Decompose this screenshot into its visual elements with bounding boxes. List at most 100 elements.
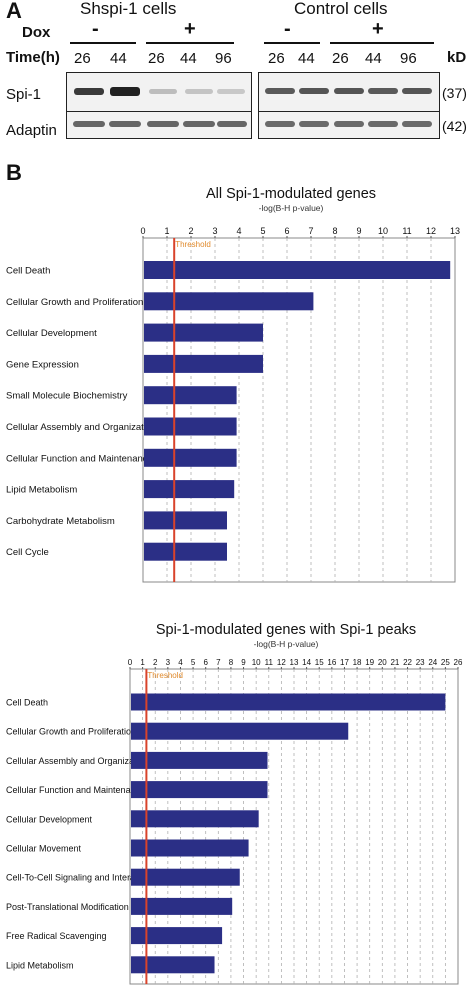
bar xyxy=(131,897,233,915)
band xyxy=(299,88,329,94)
g1-time-4: 44 xyxy=(180,50,197,67)
category-label: Cellular Assembly and Organization xyxy=(6,422,157,433)
bar xyxy=(144,354,263,373)
threshold-label: Threshold xyxy=(147,671,183,680)
category-label: Cellular Function and Maintenance xyxy=(6,453,153,464)
x-tick-label: 8 xyxy=(332,226,337,236)
x-tick-label: 2 xyxy=(153,658,158,667)
x-tick-label: 26 xyxy=(454,658,463,667)
category-label: Cell-To-Cell Signaling and Interaction xyxy=(6,873,154,883)
g2-time-5: 96 xyxy=(400,50,417,67)
bar xyxy=(144,261,451,279)
g1-sign-plus: + xyxy=(184,18,196,40)
band xyxy=(147,121,179,127)
x-tick-label: 13 xyxy=(450,226,460,236)
bar xyxy=(131,868,240,886)
x-tick-label: 25 xyxy=(441,658,450,667)
group2-title: Control cells xyxy=(294,0,388,18)
category-label: Cellular Development xyxy=(6,328,97,339)
x-tick-label: 7 xyxy=(216,658,221,667)
g1-time-1: 26 xyxy=(74,50,91,67)
band xyxy=(74,88,104,95)
g2-minus-underline xyxy=(264,42,320,44)
band xyxy=(217,121,247,127)
dox-label: Dox xyxy=(22,24,51,41)
g2-time-4: 44 xyxy=(365,50,382,67)
band xyxy=(402,121,432,127)
category-label: Lipid Metabolism xyxy=(6,960,74,970)
g1-minus-underline xyxy=(70,42,136,44)
bar xyxy=(144,448,237,467)
bar xyxy=(131,722,349,740)
x-tick-label: 5 xyxy=(260,226,265,236)
bar xyxy=(131,927,223,945)
category-label: Cell Death xyxy=(6,266,50,277)
category-label: Gene Expression xyxy=(6,359,79,370)
category-label: Free Radical Scavenging xyxy=(6,931,107,941)
bar xyxy=(131,839,249,857)
chart-spi1-genes-with-peaks: Spi-1-modulated genes with Spi-1 peaks-l… xyxy=(6,622,463,985)
x-tick-label: 8 xyxy=(229,658,234,667)
x-tick-label: 1 xyxy=(140,658,145,667)
x-tick-label: 7 xyxy=(308,226,313,236)
x-tick-label: 12 xyxy=(277,658,286,667)
x-axis-label: -log(B-H p-value) xyxy=(254,639,319,649)
blot-adaptin-control xyxy=(258,111,440,139)
x-axis-label: -log(B-H p-value) xyxy=(259,203,324,213)
x-tick-label: 12 xyxy=(426,226,436,236)
g2-time-2: 44 xyxy=(298,50,315,67)
g1-time-2: 44 xyxy=(110,50,127,67)
g2-time-3: 26 xyxy=(332,50,349,67)
kd-adaptin: (42) xyxy=(442,118,467,134)
panel-b-label: B xyxy=(6,160,22,185)
bar xyxy=(144,542,227,561)
x-tick-label: 3 xyxy=(166,658,171,667)
band xyxy=(73,121,105,127)
bar xyxy=(131,810,259,828)
band xyxy=(217,89,245,94)
x-tick-label: 10 xyxy=(252,658,261,667)
g2-sign-minus: - xyxy=(284,18,291,40)
chart-title: Spi-1-modulated genes with Spi-1 peaks xyxy=(156,622,416,638)
g1-time-5: 96 xyxy=(215,50,232,67)
category-label: Small Molecule Biochemistry xyxy=(6,391,128,402)
x-tick-label: 24 xyxy=(428,658,437,667)
x-tick-label: 5 xyxy=(191,658,196,667)
x-tick-label: 16 xyxy=(327,658,336,667)
category-label: Cellular Growth and Proliferation xyxy=(6,727,136,737)
x-tick-label: 10 xyxy=(378,226,388,236)
band xyxy=(299,121,329,127)
bar xyxy=(144,417,237,436)
category-label: Post-Translational Modification xyxy=(6,902,129,912)
x-tick-label: 17 xyxy=(340,658,349,667)
bar xyxy=(144,511,227,530)
row-label-adaptin: Adaptin xyxy=(6,122,57,139)
x-tick-label: 6 xyxy=(284,226,289,236)
x-tick-label: 13 xyxy=(290,658,299,667)
x-tick-label: 2 xyxy=(188,226,193,236)
band xyxy=(149,89,177,94)
panel-a-label: A xyxy=(6,0,22,23)
x-tick-label: 14 xyxy=(302,658,311,667)
x-tick-label: 6 xyxy=(203,658,208,667)
x-tick-label: 23 xyxy=(416,658,425,667)
band xyxy=(402,88,432,94)
category-label: Cellular Movement xyxy=(6,844,82,854)
band xyxy=(109,121,141,127)
bar xyxy=(144,292,314,311)
x-tick-label: 18 xyxy=(353,658,362,667)
x-tick-label: 9 xyxy=(241,658,246,667)
band xyxy=(334,88,364,94)
band xyxy=(110,87,140,96)
chart-all-spi1-genes: All Spi-1-modulated genes-log(B-H p-valu… xyxy=(6,186,460,583)
band xyxy=(334,121,364,127)
plot-frame xyxy=(142,237,456,583)
x-tick-label: 0 xyxy=(128,658,133,667)
threshold-label: Threshold xyxy=(175,240,211,249)
band xyxy=(265,121,295,127)
category-label: Cellular Assembly and Organization xyxy=(6,756,149,766)
bar xyxy=(144,480,235,499)
x-tick-label: 0 xyxy=(140,226,145,236)
category-label: Carbohydrate Metabolism xyxy=(6,516,115,527)
band xyxy=(368,121,398,127)
